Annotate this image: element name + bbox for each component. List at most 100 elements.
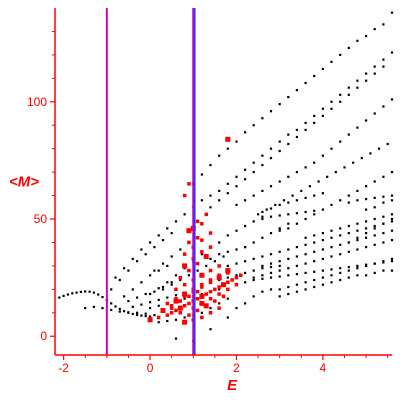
black-data-point-40 [149,274,152,277]
black-data-point-93 [269,110,273,113]
black-data-point-391 [127,300,130,303]
black-data-point-259 [382,241,385,244]
red-data-point-10 [199,293,205,299]
black-data-point-35 [166,296,169,299]
black-data-point-217 [304,236,307,239]
axes-group [54,8,392,356]
black-data-point-256 [356,248,359,251]
black-data-point-351 [170,255,173,258]
black-data-point-178 [261,217,264,221]
black-data-point-289 [356,267,359,270]
black-data-point-368 [200,311,203,314]
red-data-point-41 [195,219,200,224]
black-data-point-313 [313,241,316,244]
black-data-point-230 [278,260,281,263]
black-data-point-95 [287,96,290,99]
black-data-point-47 [149,241,152,244]
red-data-point-31 [208,268,213,273]
black-data-point-143 [356,126,359,129]
red-data-point-4 [174,308,178,313]
black-data-point-124 [347,93,350,96]
black-data-point-212 [252,241,255,244]
black-data-point-385 [313,285,316,289]
black-data-point-61 [269,147,273,150]
black-data-point-190 [261,215,264,218]
black-data-point-7 [88,290,91,293]
black-data-point-146 [382,105,385,108]
red-data-point-20 [173,298,179,304]
red-data-point-32 [178,275,182,280]
black-data-point-69 [339,93,342,96]
black-data-point-390 [356,274,359,277]
black-data-point-194 [287,201,290,204]
black-data-point-271 [321,269,324,272]
black-data-point-74 [382,58,385,61]
black-data-point-20 [144,315,147,318]
black-data-point-22 [84,307,87,310]
black-data-point-318 [356,229,359,232]
red-data-point-45 [225,136,231,142]
black-data-point-127 [373,72,376,75]
black-data-point-70 [347,86,350,89]
black-data-point-280 [278,288,281,291]
black-data-point-335 [179,278,182,282]
black-data-point-90 [244,131,247,134]
red-data-point-85 [225,268,231,274]
black-data-point-287 [339,271,342,274]
black-data-point-149 [265,208,268,211]
red-data-point-72 [200,315,204,320]
black-data-point-188 [244,224,247,228]
black-data-point-79 [136,260,139,263]
black-data-point-286 [330,274,333,277]
black-data-point-370 [218,302,221,305]
black-data-point-203 [382,195,385,198]
black-data-point-46 [140,248,143,251]
black-data-point-263 [252,278,255,282]
red-data-point-68 [187,294,191,299]
black-data-point-384 [304,288,307,291]
black-data-point-145 [373,112,376,115]
black-data-point-396 [170,281,173,284]
black-data-point-309 [278,250,281,253]
black-data-point-374 [209,328,212,331]
black-data-point-176 [382,175,385,178]
black-data-point-68 [330,100,333,103]
black-data-point-66 [313,114,316,117]
black-data-point-237 [339,243,342,246]
black-data-point-270 [313,270,316,273]
red-data-point-62 [217,292,221,296]
black-data-point-13 [114,305,117,308]
black-data-point-109 [218,199,221,202]
black-data-point-214 [269,232,273,235]
black-data-point-236 [330,246,333,249]
red-data-point-15 [221,282,226,288]
black-data-point-380 [269,288,273,291]
black-data-point-77 [118,278,121,282]
red-data-point-75 [182,263,188,269]
red-data-point-34 [195,261,200,266]
red-data-point-17 [230,278,234,282]
red-data-point-64 [234,282,239,287]
black-data-point-177 [390,171,394,174]
black-data-point-244 [252,276,255,279]
red-data-point-84 [217,273,221,277]
black-data-point-91 [252,124,255,127]
black-data-point-96 [295,89,298,92]
black-data-point-282 [295,283,298,286]
y-tick-label-1: 50 [34,212,48,226]
black-data-point-399 [382,201,385,204]
red-data-point-3 [169,311,174,315]
black-data-point-364 [166,319,169,323]
black-data-point-19 [140,314,143,317]
x-tick-label-1: 0 [147,361,154,375]
black-data-point-291 [373,262,376,265]
black-data-point-171 [339,199,342,202]
black-data-point-320 [373,224,376,228]
black-data-point-26 [118,310,121,313]
black-data-point-133 [269,185,273,188]
black-data-point-167 [304,217,307,221]
black-data-point-189 [252,220,255,223]
red-data-point-11 [204,292,208,296]
